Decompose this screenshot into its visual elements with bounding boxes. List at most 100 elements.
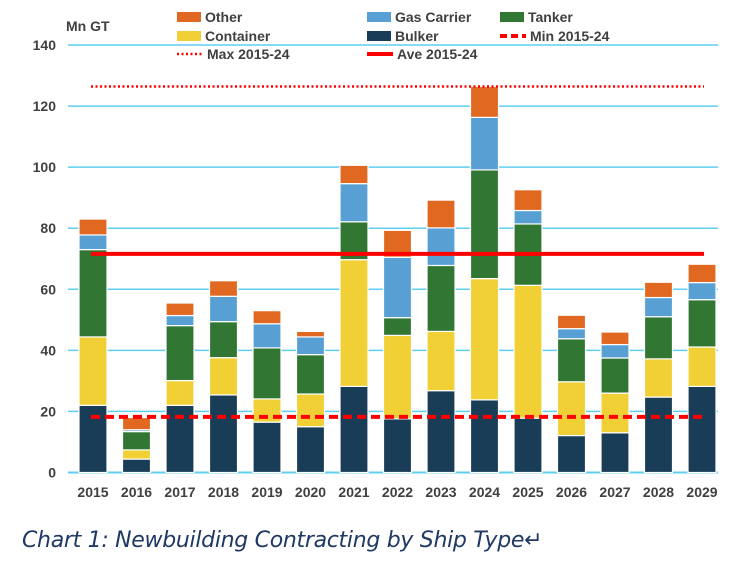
bar-segment-gas-carrier: [556, 328, 587, 340]
bar-segment-bulker: [121, 458, 152, 474]
legend-label: Ave 2015-24: [397, 46, 478, 62]
bar-segment-tanker: [469, 169, 500, 280]
y-tick-label: 120: [33, 98, 57, 114]
bar-segment-container: [165, 379, 195, 406]
y-tick-label: 140: [33, 37, 57, 53]
bar-segment-bulker: [643, 396, 674, 474]
bar-segment-container: [426, 330, 456, 392]
bar-segment-gas-carrier: [469, 116, 500, 171]
bar-segment-bulker: [382, 418, 413, 474]
legend-swatch: [177, 12, 201, 22]
bar-segment-tanker: [121, 430, 152, 451]
bar-segment-bulker: [687, 385, 717, 474]
bar-segment-bulker: [295, 426, 326, 474]
legend-label: Min 2015-24: [530, 28, 610, 44]
chart-caption: Chart 1: Newbuilding Contracting by Ship…: [22, 528, 543, 553]
x-tick-label: 2023: [425, 484, 456, 500]
bar-segment-tanker: [208, 321, 239, 359]
bar-segment-tanker: [643, 316, 674, 360]
y-tick-label: 0: [48, 465, 56, 481]
bar-segment-gas-carrier: [643, 296, 674, 318]
x-tick-label: 2024: [469, 484, 500, 500]
bar-segment-other: [643, 281, 674, 299]
x-tick-label: 2018: [208, 484, 239, 500]
legend-swatch: [367, 12, 391, 22]
bar-segment-other: [165, 302, 195, 317]
y-tick-label: 60: [40, 281, 56, 297]
bar-segment-tanker: [556, 338, 587, 383]
bar-segment-tanker: [165, 325, 195, 382]
bar-segment-bulker: [600, 432, 630, 474]
bar-segment-bulker: [469, 399, 500, 474]
bar-segment-other: [556, 314, 587, 330]
bar-segment-bulker: [426, 390, 456, 474]
bar-segment-gas-carrier: [252, 323, 282, 349]
bar-segment-other: [252, 310, 282, 325]
bar-segment-gas-carrier: [208, 295, 239, 323]
legend-swatch: [367, 31, 391, 41]
bar-segment-gas-carrier: [165, 314, 195, 327]
bar-segment-bulker: [339, 385, 369, 474]
y-tick-label: 40: [40, 342, 56, 358]
bar-segment-other: [208, 280, 239, 297]
legend-label: Max 2015-24: [207, 46, 290, 62]
x-tick-label: 2022: [382, 484, 413, 500]
bar-segment-container: [295, 393, 326, 428]
bar-segment-gas-carrier: [600, 343, 630, 359]
stacked-bar-chart: 0 20 40 60 80 100 120 140 Mn GT 2015 2016 2017 2018 2…: [33, 9, 718, 500]
bar-segment-other: [513, 189, 543, 212]
bar-segment-other: [339, 164, 369, 185]
bar-segment-container: [600, 392, 630, 434]
x-tick-label: 2015: [77, 484, 108, 500]
legend-label: Tanker: [528, 9, 573, 25]
x-tick-label: 2020: [295, 484, 326, 500]
bar-segment-bulker: [208, 394, 239, 474]
bar-segment-gas-carrier: [295, 336, 326, 356]
bar-segment-gas-carrier: [339, 183, 369, 223]
x-tick-label: 2029: [686, 484, 717, 500]
x-tick-label: 2016: [121, 484, 152, 500]
legend-label: Gas Carrier: [395, 9, 472, 25]
bar-segment-container: [382, 334, 413, 420]
bar-segment-container: [78, 336, 108, 406]
x-tick-label: 2017: [164, 484, 195, 500]
bar-segment-other: [78, 218, 108, 236]
bar-segment-tanker: [252, 347, 282, 400]
bar-segment-bulker: [252, 421, 282, 474]
bar-segment-tanker: [295, 354, 326, 395]
x-tick-label: 2028: [643, 484, 674, 500]
y-axis-label: Mn GT: [66, 18, 110, 34]
x-tick-label: 2021: [338, 484, 369, 500]
bar-segment-tanker: [600, 357, 630, 394]
bar-segment-gas-carrier: [513, 209, 543, 225]
y-tick-label: 80: [40, 220, 56, 236]
bar-segment-gas-carrier: [687, 281, 717, 301]
legend-label: Bulker: [395, 28, 439, 44]
bar-segment-tanker: [78, 248, 108, 338]
bar-segment-container: [339, 259, 369, 387]
x-tick-label: 2026: [556, 484, 587, 500]
bar-segment-container: [121, 449, 152, 460]
y-tick-label: 20: [40, 403, 56, 419]
bar-segment-gas-carrier: [78, 234, 108, 251]
bar-segment-tanker: [382, 317, 413, 336]
legend-swatch: [177, 31, 201, 41]
x-tick-label: 2027: [599, 484, 630, 500]
legend-swatch: [500, 12, 524, 22]
bar-segment-bulker: [556, 434, 587, 474]
bar-segment-tanker: [687, 299, 717, 348]
x-tick-label: 2019: [251, 484, 282, 500]
bar-segment-other: [121, 416, 152, 431]
bar-segment-container: [687, 346, 717, 387]
bar-segment-container: [469, 277, 500, 401]
bar-segment-container: [513, 284, 543, 419]
bar-segment-other: [295, 330, 326, 338]
bar-segment-other: [687, 263, 717, 284]
bar-segment-gas-carrier: [426, 227, 456, 267]
legend-label: Other: [205, 9, 243, 25]
bar-segment-other: [469, 85, 500, 118]
bar-segment-gas-carrier: [382, 256, 413, 319]
bar-segment-container: [556, 381, 587, 437]
legend-label: Container: [205, 28, 271, 44]
bar-segment-container: [643, 358, 674, 398]
